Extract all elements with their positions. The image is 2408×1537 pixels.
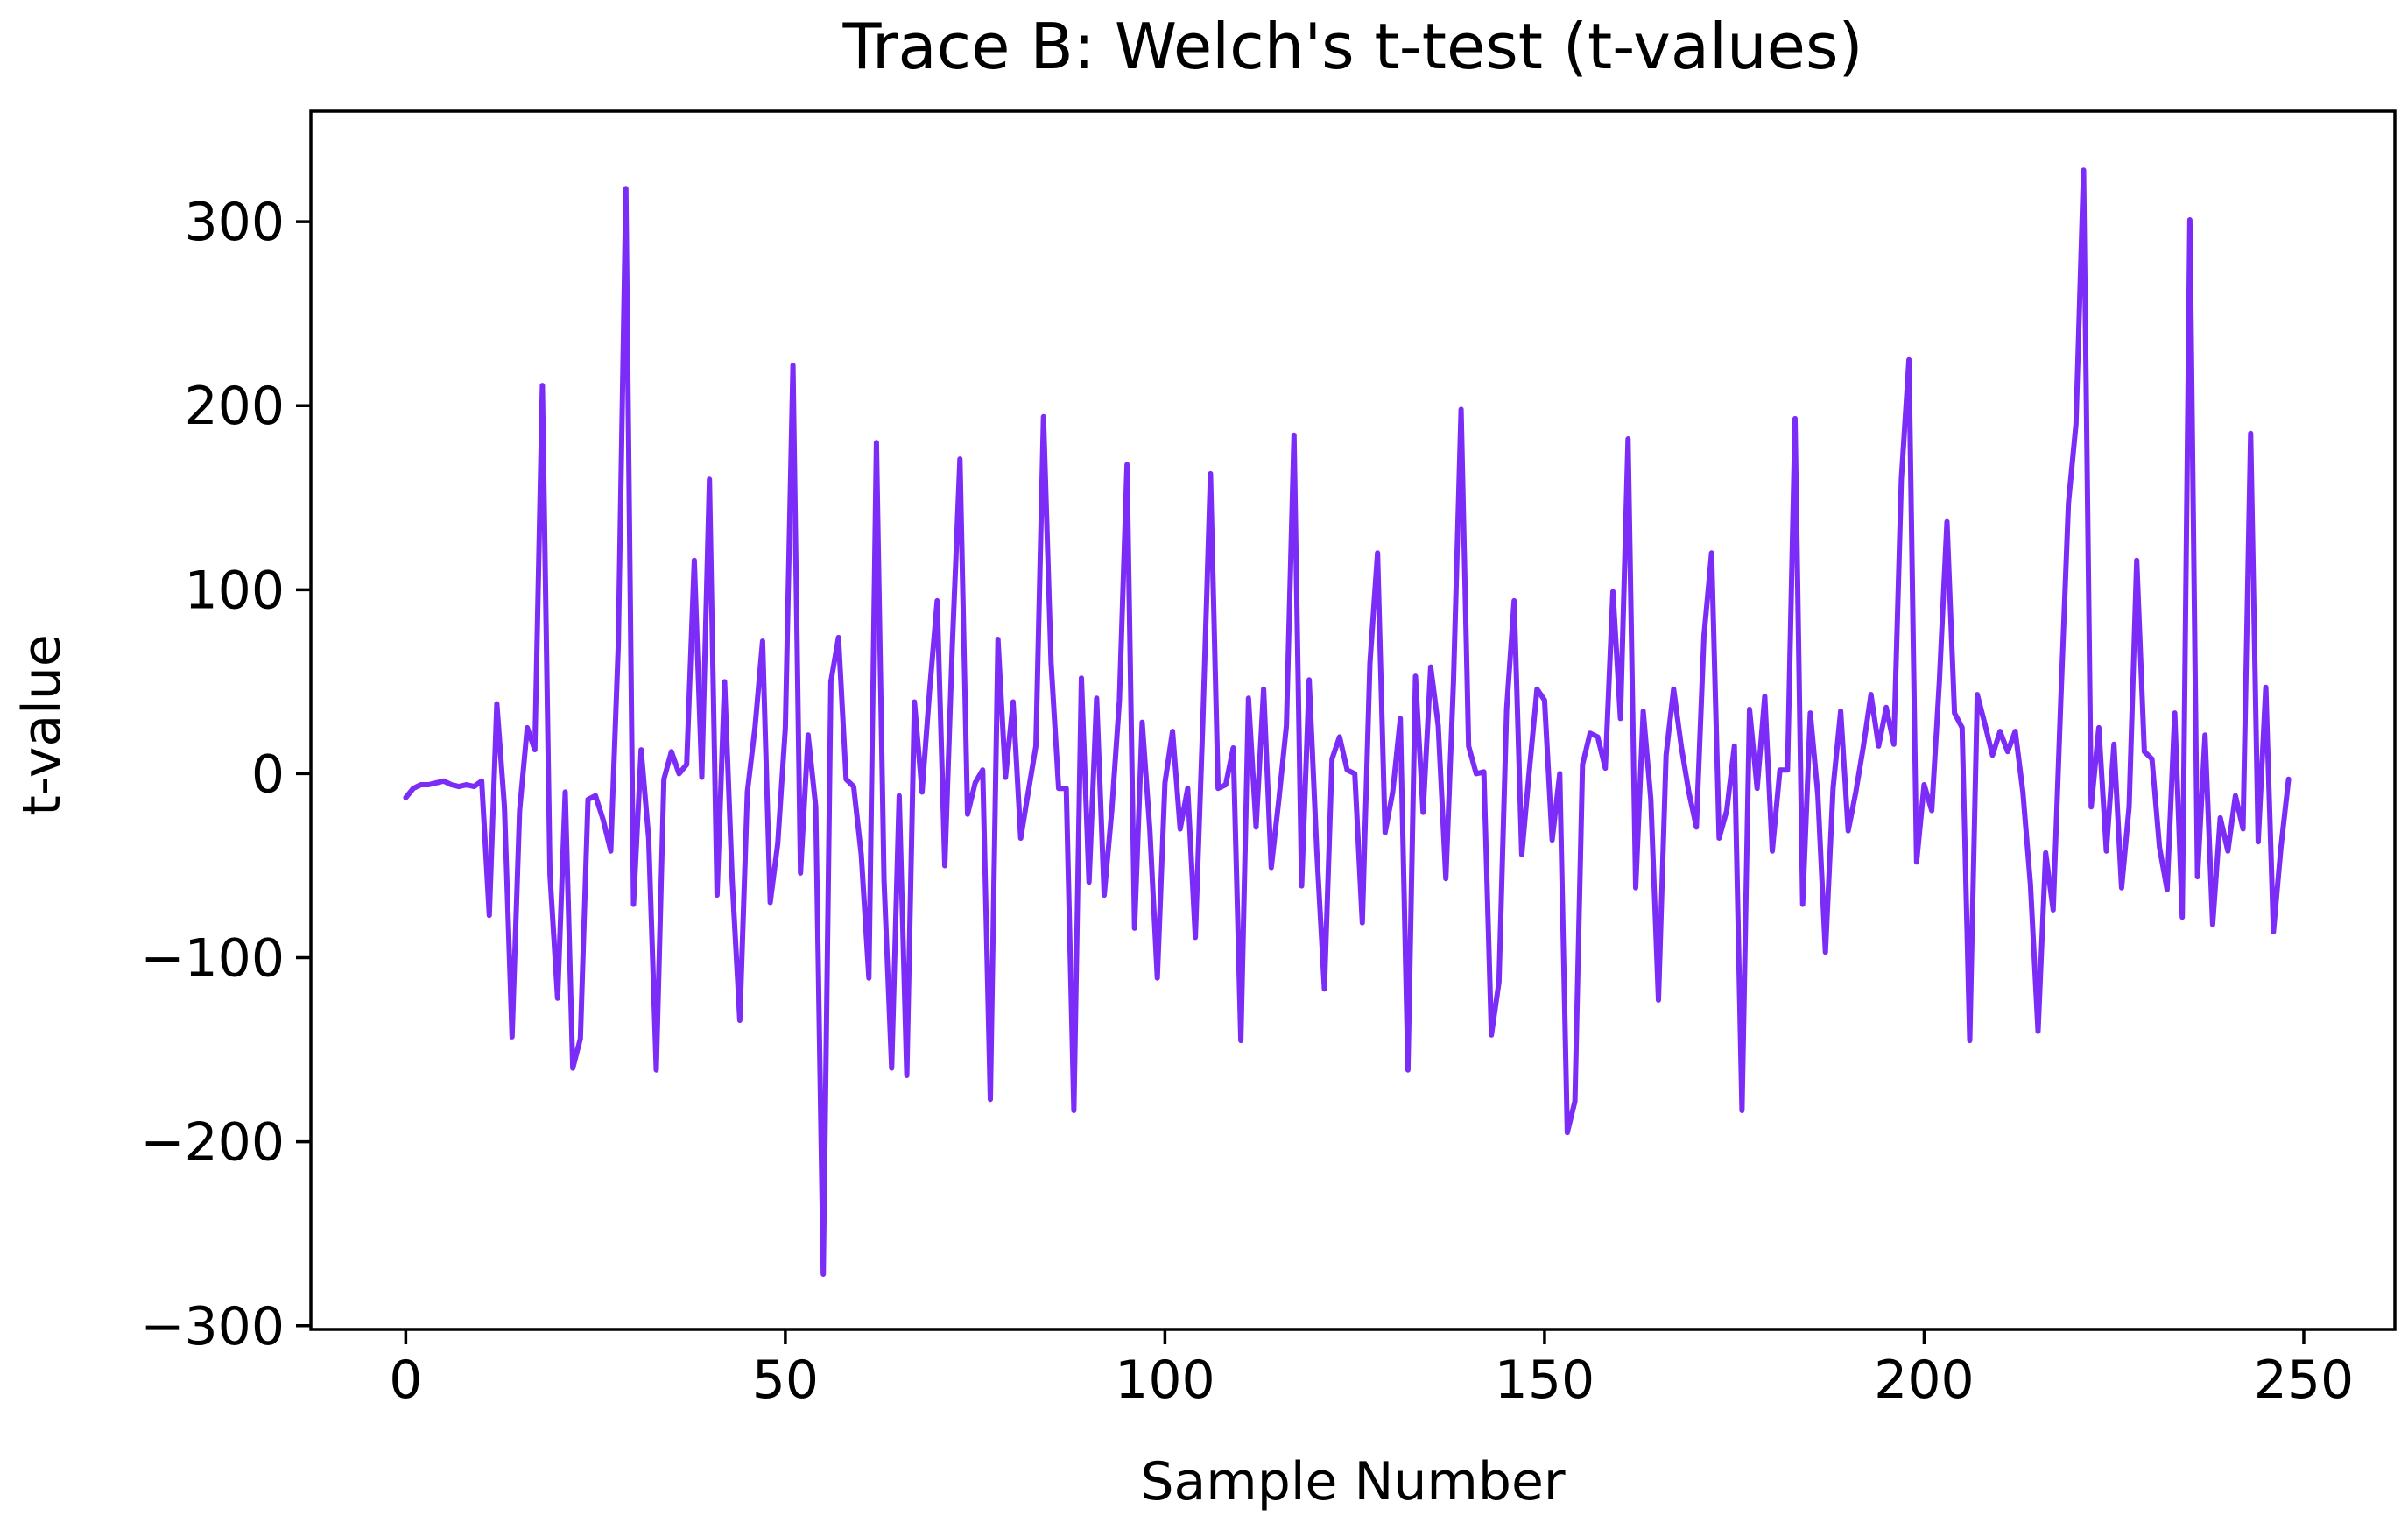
- x-tick-label: 250: [2254, 1350, 2355, 1411]
- y-axis-label: t-value: [11, 634, 73, 815]
- y-tick-label: −200: [140, 1112, 285, 1174]
- y-axis-ticks: −300 −200 −100 0 100 200 300: [140, 192, 311, 1357]
- y-tick-label: 0: [251, 744, 285, 805]
- plot-frame: [309, 109, 2397, 1331]
- x-tick-label: 150: [1495, 1350, 1595, 1411]
- y-tick-label: 100: [184, 560, 285, 621]
- x-axis-ticks: 0 50 100 150 200 250: [389, 1329, 2354, 1411]
- series-layer: [403, 167, 2292, 1277]
- y-tick-label: 200: [184, 376, 285, 437]
- x-tick-label: 50: [752, 1350, 819, 1411]
- x-tick-label: 0: [389, 1350, 422, 1411]
- y-tick-label: 300: [184, 192, 285, 253]
- chart-title: Trace B: Welch's t-test (t-values): [841, 10, 1862, 83]
- x-tick-label: 100: [1115, 1350, 1215, 1411]
- y-tick-label: −100: [140, 928, 285, 990]
- x-axis-label: Sample Number: [1140, 1451, 1565, 1512]
- series-line-1: [403, 167, 2292, 1277]
- x-tick-label: 200: [1874, 1350, 1975, 1411]
- y-tick-label: −300: [140, 1296, 285, 1357]
